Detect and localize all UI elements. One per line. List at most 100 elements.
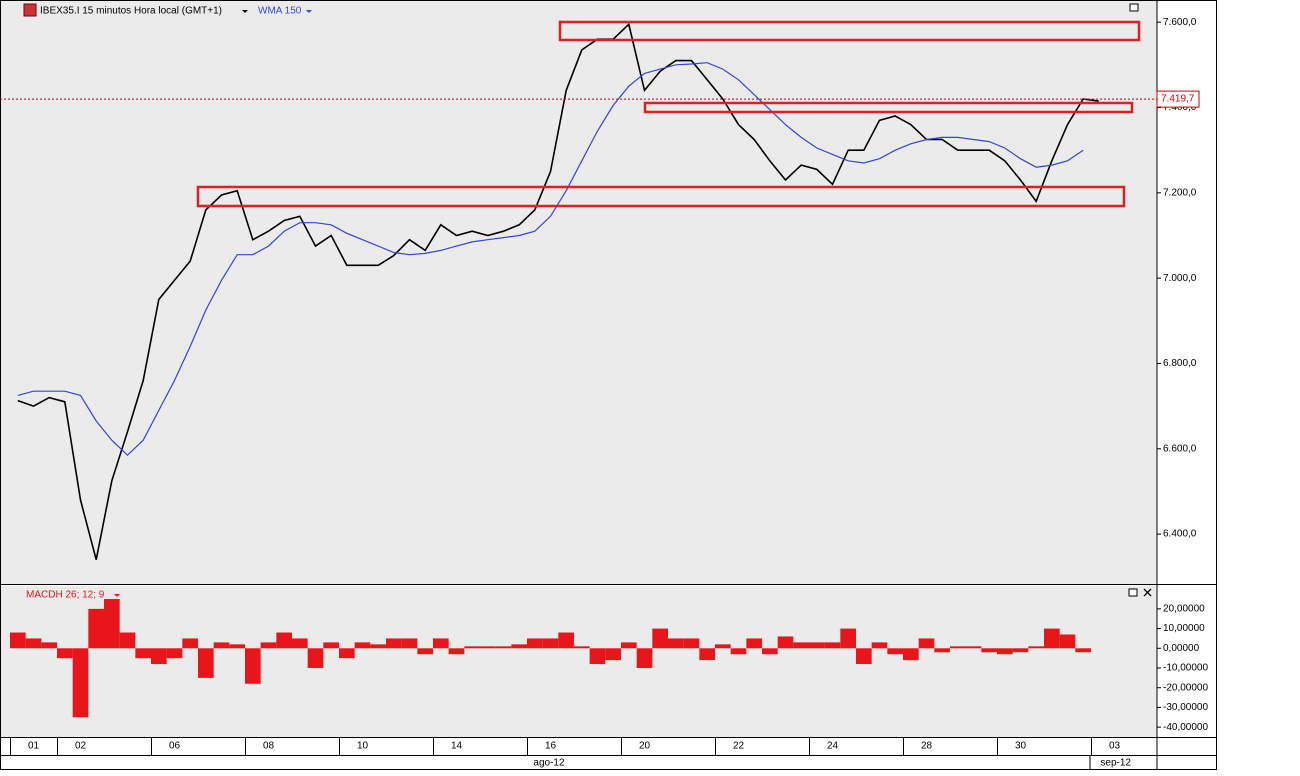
y-tick-label: -40,00000 xyxy=(1163,722,1208,733)
zone-box xyxy=(558,20,1141,42)
y-tick-label: 6.600,0 xyxy=(1163,443,1197,454)
histogram-bar xyxy=(213,642,230,649)
histogram-bar xyxy=(824,642,841,649)
histogram-bar xyxy=(1059,634,1076,649)
x-tick-label: 28 xyxy=(921,741,933,752)
histogram-bar xyxy=(151,648,167,665)
histogram-bar xyxy=(323,642,339,649)
histogram-bar xyxy=(495,646,512,649)
histogram-bar xyxy=(433,638,449,649)
histogram-bar xyxy=(119,632,136,649)
histogram-bar xyxy=(25,638,42,649)
histogram-bar xyxy=(386,638,402,649)
histogram-bar xyxy=(871,642,888,649)
price-line xyxy=(17,22,1099,560)
y-tick-label: 20,00000 xyxy=(1163,604,1205,615)
histogram-bar xyxy=(72,648,89,718)
price-panel xyxy=(0,0,1157,584)
histogram-bar xyxy=(965,646,982,649)
histogram-bar xyxy=(793,642,809,649)
legend-entry[interactable]: MACDH 26; 12; 9 xyxy=(26,590,105,601)
y-tick-label: 7.400,0 xyxy=(1163,102,1197,113)
x-tick-label: 30 xyxy=(1015,741,1027,752)
x-tick-label: 20 xyxy=(639,741,651,752)
dropdown-arrow[interactable] xyxy=(114,594,120,597)
x-tick-label: 08 xyxy=(263,741,275,752)
legend-entry[interactable]: WMA 150 xyxy=(258,6,302,17)
x-tick-label: 06 xyxy=(169,741,181,752)
y-tick-label: 6.400,0 xyxy=(1163,529,1197,540)
symbol-icon xyxy=(23,3,37,17)
histogram-bar xyxy=(88,608,104,649)
histogram-bar xyxy=(260,642,277,649)
histogram-bar xyxy=(307,648,324,669)
histogram-bar xyxy=(245,648,261,684)
y-tick-label: 7.200,0 xyxy=(1163,187,1197,198)
histogram-bar xyxy=(448,648,465,655)
maximize-button[interactable] xyxy=(1129,3,1139,12)
histogram-bar xyxy=(527,638,543,649)
zone-box xyxy=(196,185,1126,208)
y-tick-label: 7.600,0 xyxy=(1163,17,1197,28)
histogram-bar xyxy=(182,638,198,649)
wma-line xyxy=(17,62,1084,457)
histogram-bar xyxy=(918,638,935,649)
histogram-bar xyxy=(135,648,151,659)
histogram-bar xyxy=(1075,648,1091,653)
histogram-bar xyxy=(981,648,997,653)
histogram-bar xyxy=(354,642,371,649)
frame xyxy=(0,0,1217,770)
histogram-bar xyxy=(934,648,950,653)
macd-panel xyxy=(0,586,1157,737)
y-tick-label: -10,00000 xyxy=(1163,663,1208,674)
y-tick-label: 10,00000 xyxy=(1163,623,1205,634)
month-label: ago-12 xyxy=(533,758,565,769)
histogram-bar xyxy=(699,648,715,661)
histogram-bar xyxy=(1044,628,1060,649)
zone-box xyxy=(643,101,1134,114)
histogram-bar xyxy=(605,648,621,661)
histogram-bar xyxy=(104,599,120,649)
histogram-bar xyxy=(166,648,183,659)
month-label: sep-12 xyxy=(1100,758,1131,769)
x-tick-label: 03 xyxy=(1109,741,1121,752)
histogram-bar xyxy=(809,642,825,649)
histogram-bar xyxy=(1012,648,1029,653)
x-tick-label: 02 xyxy=(75,741,87,752)
histogram-bar xyxy=(621,642,637,649)
y-tick-label: 0,00000 xyxy=(1163,643,1200,654)
dropdown-arrow[interactable] xyxy=(306,10,312,13)
histogram-bar xyxy=(950,646,966,649)
histogram-bar xyxy=(464,646,480,649)
histogram-bar xyxy=(652,628,668,649)
histogram-bar xyxy=(276,632,292,649)
histogram-bar xyxy=(668,638,684,649)
close-button[interactable] xyxy=(1143,588,1152,597)
x-tick-label: 10 xyxy=(357,741,369,752)
histogram-bar xyxy=(41,642,57,649)
histogram-bar xyxy=(417,648,433,655)
histogram-bar xyxy=(292,638,308,649)
dropdown-arrow[interactable] xyxy=(242,10,248,13)
y-tick-label: 7.000,0 xyxy=(1163,273,1197,284)
histogram-bar xyxy=(229,644,245,649)
histogram-bar xyxy=(574,646,590,649)
histogram-bar xyxy=(903,648,919,661)
histogram-bar xyxy=(57,648,73,659)
histogram-bar xyxy=(339,648,355,659)
chart-title[interactable]: IBEX35.I 15 minutos Hora local (GMT+1) xyxy=(40,6,222,17)
histogram-bar xyxy=(856,648,872,665)
histogram-bar xyxy=(730,648,747,655)
histogram-bar xyxy=(683,638,700,649)
histogram-bar xyxy=(198,648,214,678)
histogram-bar xyxy=(636,648,653,669)
histogram-bar xyxy=(370,644,386,649)
histogram-bar xyxy=(1028,646,1044,649)
last-price-label: 7.419,7 xyxy=(1161,94,1195,105)
plot-layer: 6.400,0 6.600,0 6.800,0 7.000,0 7.200,0 7.400… xyxy=(0,17,1208,733)
y-tick-label: 6.800,0 xyxy=(1163,358,1197,369)
histogram-bar xyxy=(887,648,903,655)
x-tick-label: 22 xyxy=(733,741,745,752)
maximize-button[interactable] xyxy=(1128,588,1138,597)
